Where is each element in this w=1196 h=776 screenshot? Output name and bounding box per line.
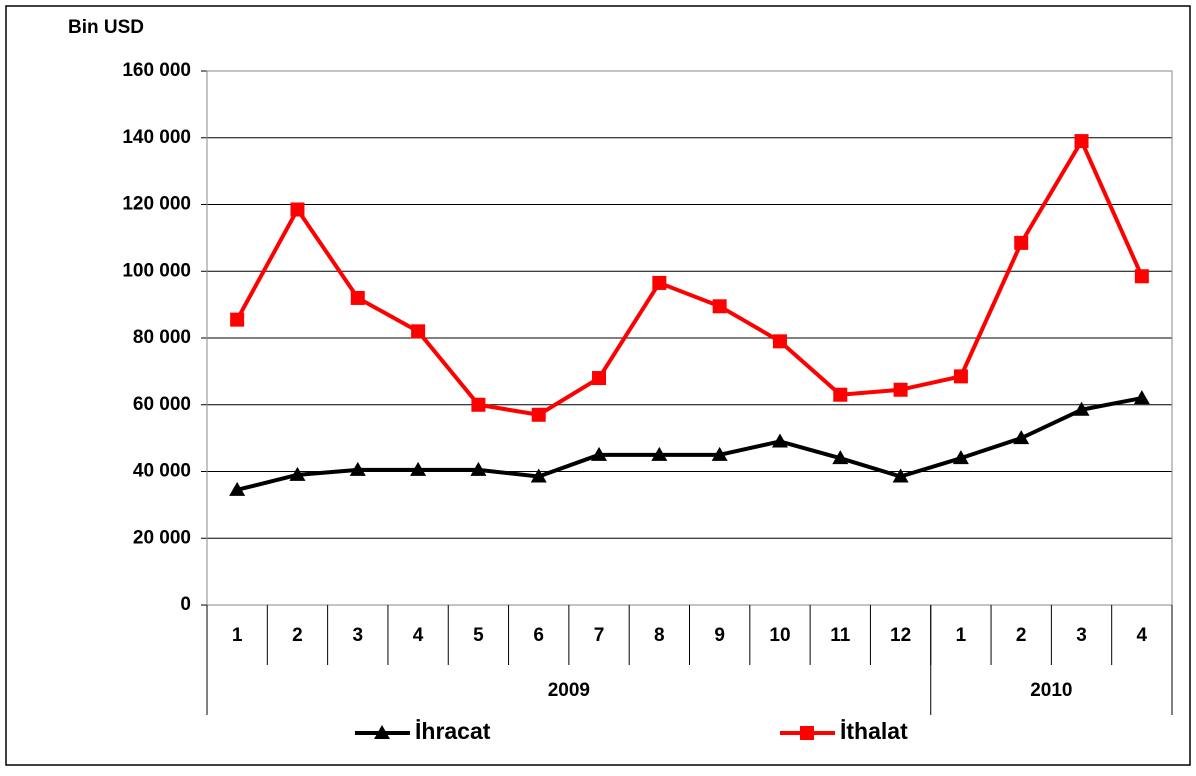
- y-tick-label: 160 000: [122, 60, 191, 81]
- y-tick-label: 80 000: [133, 327, 191, 348]
- data-point: [1074, 134, 1089, 149]
- x-tick-label: 1: [232, 625, 243, 646]
- x-tick-label: 7: [594, 625, 605, 646]
- data-point: [350, 290, 365, 305]
- data-point: [289, 466, 306, 481]
- series-line: [236, 396, 1143, 492]
- data-point: [411, 324, 426, 339]
- data-point: [1073, 401, 1090, 416]
- data-point: [651, 446, 668, 461]
- y-tick-label: 60 000: [133, 394, 191, 415]
- data-point: [592, 371, 607, 386]
- data-point: [952, 450, 969, 465]
- x-tick-label: 10: [769, 625, 790, 646]
- data-point: [771, 433, 788, 448]
- y-tick-label: 20 000: [133, 527, 191, 548]
- data-point: [349, 461, 366, 476]
- x-tick-label: 2: [292, 625, 303, 646]
- data-point: [833, 387, 848, 402]
- y-tick-label: 0: [180, 594, 191, 615]
- data-point: [832, 450, 849, 465]
- x-tick-label: 8: [654, 625, 665, 646]
- legend-marker: [374, 725, 390, 739]
- x-tick-label: 6: [533, 625, 544, 646]
- data-point: [712, 299, 727, 314]
- data-point: [531, 407, 546, 422]
- data-point: [471, 397, 486, 412]
- x-tick-label: 4: [413, 625, 424, 646]
- data-point: [1134, 269, 1149, 284]
- data-point: [1014, 235, 1029, 250]
- data-point: [1133, 390, 1150, 405]
- data-point: [711, 446, 728, 461]
- x-tick-label: 5: [473, 625, 484, 646]
- data-point: [290, 202, 305, 217]
- x-tick-label: 11: [830, 625, 851, 646]
- data-point: [893, 382, 908, 397]
- x-tick-label: 1: [956, 625, 967, 646]
- chart-frame: [5, 5, 1191, 766]
- legend-marker: [800, 726, 814, 740]
- data-point: [652, 275, 667, 290]
- x-tick-label: 2: [1016, 625, 1027, 646]
- data-point: [530, 468, 547, 483]
- y-tick-label: 100 000: [122, 260, 191, 281]
- legend-label: İthalat: [840, 718, 908, 744]
- data-point: [953, 369, 968, 384]
- x-tick-label: 4: [1137, 625, 1148, 646]
- x-group-label: 2009: [548, 680, 590, 701]
- y-tick-label: 40 000: [133, 461, 191, 482]
- data-point: [772, 334, 787, 349]
- x-tick-label: 3: [352, 625, 363, 646]
- data-point: [410, 461, 427, 476]
- x-tick-label: 9: [714, 625, 725, 646]
- y-tick-label: 140 000: [122, 127, 191, 148]
- y-axis-label: Bin USD: [68, 17, 144, 38]
- data-point: [1013, 430, 1030, 445]
- x-tick-label: 12: [890, 625, 911, 646]
- x-tick-label: 3: [1076, 625, 1087, 646]
- x-group-label: 2010: [1030, 680, 1072, 701]
- data-point: [591, 446, 608, 461]
- legend-label: İhracat: [415, 718, 491, 744]
- series-line: [235, 139, 1144, 417]
- data-point: [230, 312, 245, 327]
- y-tick-label: 120 000: [122, 194, 191, 215]
- data-point: [470, 461, 487, 476]
- data-point: [229, 481, 246, 496]
- data-point: [892, 468, 909, 483]
